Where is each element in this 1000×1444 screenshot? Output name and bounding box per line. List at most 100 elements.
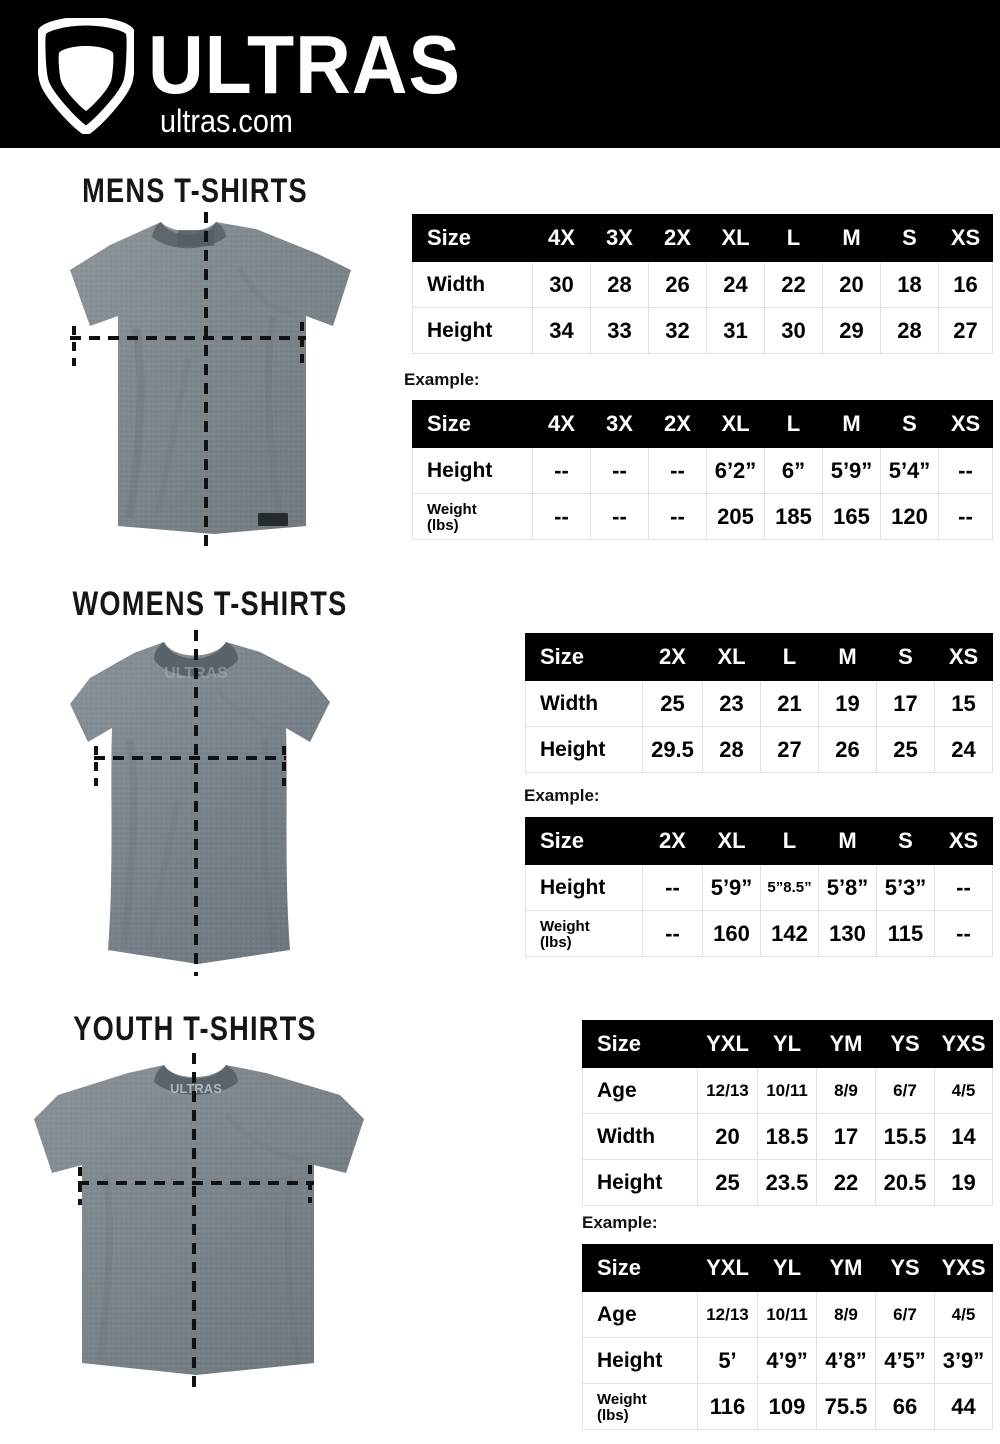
cell-width-3x: 28 <box>590 261 649 308</box>
cell-age-yxl: 12/13 <box>697 1067 758 1114</box>
cell-height-m: 26 <box>818 726 877 773</box>
table-row: Age 12/13 10/11 8/9 6/7 4/5 <box>582 1291 993 1338</box>
example-label-mens: Example: <box>404 370 480 389</box>
mens-tshirt-illustration <box>18 208 388 553</box>
cell-age-ym: 8/9 <box>816 1067 876 1114</box>
cell-height-yxs: 19 <box>934 1159 993 1206</box>
cell-weight-lbs-xs: -- <box>938 493 993 540</box>
cell-height-xs: 24 <box>934 726 993 773</box>
column-header-size: Size <box>582 1020 698 1068</box>
cell-height-xs: -- <box>934 864 993 911</box>
column-header-m: M <box>818 817 877 865</box>
column-header-s: S <box>880 400 939 448</box>
cell-height-yl: 4’9” <box>757 1337 817 1384</box>
cell-height-xl: 5’9” <box>702 864 761 911</box>
cell-height-xl: 28 <box>702 726 761 773</box>
cell-height-l: 30 <box>764 307 823 354</box>
cell-age-yxl: 12/13 <box>697 1291 758 1338</box>
column-header-3x: 3X <box>590 400 649 448</box>
cell-height-ys: 4’5” <box>875 1337 935 1384</box>
cell-height-2x: -- <box>648 447 707 494</box>
cell-age-ys: 6/7 <box>875 1067 935 1114</box>
cell-height-l: 27 <box>760 726 819 773</box>
youth-tshirt-illustration: ULTRAS <box>28 1045 378 1400</box>
row-label-age: Age <box>582 1067 698 1114</box>
cell-width-yxs: 14 <box>934 1113 993 1160</box>
cell-width-xl: 24 <box>706 261 765 308</box>
cell-weight-lbs-s: 115 <box>876 910 935 957</box>
cell-weight-lbs-2x: -- <box>648 493 707 540</box>
row-label-weight-lbs: Weight (lbs) <box>582 1383 698 1430</box>
cell-width-l: 21 <box>760 680 819 727</box>
row-label-height: Height <box>582 1337 698 1384</box>
cell-width-l: 22 <box>764 261 823 308</box>
column-header-2x: 2X <box>642 633 703 681</box>
column-header-l: L <box>760 817 819 865</box>
brand-domain: ultras.com <box>160 103 293 139</box>
column-header-yl: YL <box>757 1244 817 1292</box>
cell-width-xs: 16 <box>938 261 993 308</box>
table-row: Height -- -- -- 6’2” 6” 5’9” 5’4” -- <box>412 447 993 494</box>
cell-width-ym: 17 <box>816 1113 876 1160</box>
cell-weight-lbs-m: 130 <box>818 910 877 957</box>
cell-height-xs: 27 <box>938 307 993 354</box>
cell-weight-lbs-4x: -- <box>532 493 591 540</box>
cell-height-2x: -- <box>642 864 703 911</box>
cell-age-yl: 10/11 <box>757 1067 817 1114</box>
cell-width-xs: 15 <box>934 680 993 727</box>
row-label-weight-lbs: Weight (lbs) <box>412 493 533 540</box>
cell-height-m: 5’8” <box>818 864 877 911</box>
column-header-2x: 2X <box>648 400 707 448</box>
womens-size-table: Size 2X XL L M S XS Width 25 23 21 19 17 15 Height 29.5… <box>525 633 993 773</box>
column-header-ys: YS <box>875 1020 935 1068</box>
column-header-xs: XS <box>938 400 993 448</box>
table-row: Weight (lbs) -- 160 142 130 115 -- <box>525 910 993 957</box>
cell-weight-lbs-l: 185 <box>764 493 823 540</box>
column-header-l: L <box>760 633 819 681</box>
example-label-youth: Example: <box>582 1213 658 1232</box>
table-row: Width 20 18.5 17 15.5 14 <box>582 1113 993 1160</box>
section-title-womens: WOMENS T-SHIRTS <box>72 585 348 623</box>
youth-example-table: Size YXL YL YM YS YXS Age 12/13 10/11 8/9 6/7 4/5 He… <box>582 1244 993 1430</box>
table-row: Weight (lbs) 116 109 75.5 66 44 <box>582 1383 993 1430</box>
column-header-xl: XL <box>702 817 761 865</box>
cell-weight-lbs-xl: 205 <box>706 493 765 540</box>
table-header-row: Size 2X XL L M S XS <box>525 633 993 681</box>
cell-height-yl: 23.5 <box>757 1159 817 1206</box>
cell-height-s: 5’3” <box>876 864 935 911</box>
column-header-yl: YL <box>757 1020 817 1068</box>
table-row: Height 5’ 4’9” 4’8” 4’5” 3’9” <box>582 1337 993 1384</box>
column-header-size: Size <box>412 400 533 448</box>
cell-weight-lbs-yxl: 116 <box>697 1383 758 1430</box>
cell-width-yxl: 20 <box>697 1113 758 1160</box>
cell-weight-lbs-xs: -- <box>934 910 993 957</box>
cell-height-ym: 4’8” <box>816 1337 876 1384</box>
pentagon-shield-logo-icon <box>36 16 136 136</box>
cell-age-ym: 8/9 <box>816 1291 876 1338</box>
table-header-row: Size 4X 3X 2X XL L M S XS <box>412 214 993 262</box>
column-header-yxl: YXL <box>697 1244 758 1292</box>
cell-weight-lbs-m: 165 <box>822 493 881 540</box>
cell-weight-lbs-yxs: 44 <box>934 1383 993 1430</box>
cell-height-yxl: 5’ <box>697 1337 758 1384</box>
row-label-width: Width <box>412 261 533 308</box>
cell-weight-lbs-2x: -- <box>642 910 703 957</box>
cell-width-s: 18 <box>880 261 939 308</box>
cell-weight-lbs-s: 120 <box>880 493 939 540</box>
example-label-womens: Example: <box>524 786 600 805</box>
cell-age-yl: 10/11 <box>757 1291 817 1338</box>
cell-height-m: 5’9” <box>822 447 881 494</box>
row-label-height: Height <box>412 447 533 494</box>
cell-width-xl: 23 <box>702 680 761 727</box>
column-header-2x: 2X <box>648 214 707 262</box>
column-header-xl: XL <box>702 633 761 681</box>
column-header-m: M <box>822 400 881 448</box>
column-header-4x: 4X <box>532 400 591 448</box>
cell-height-s: 28 <box>880 307 939 354</box>
cell-height-xl: 31 <box>706 307 765 354</box>
table-row: Height 29.5 28 27 26 25 24 <box>525 726 993 773</box>
svg-text:ULTRAS: ULTRAS <box>170 1081 222 1096</box>
table-row: Height -- 5’9” 5”8.5” 5’8” 5’3” -- <box>525 864 993 911</box>
section-title-youth: YOUTH T-SHIRTS <box>73 1010 317 1048</box>
cell-weight-lbs-l: 142 <box>760 910 819 957</box>
